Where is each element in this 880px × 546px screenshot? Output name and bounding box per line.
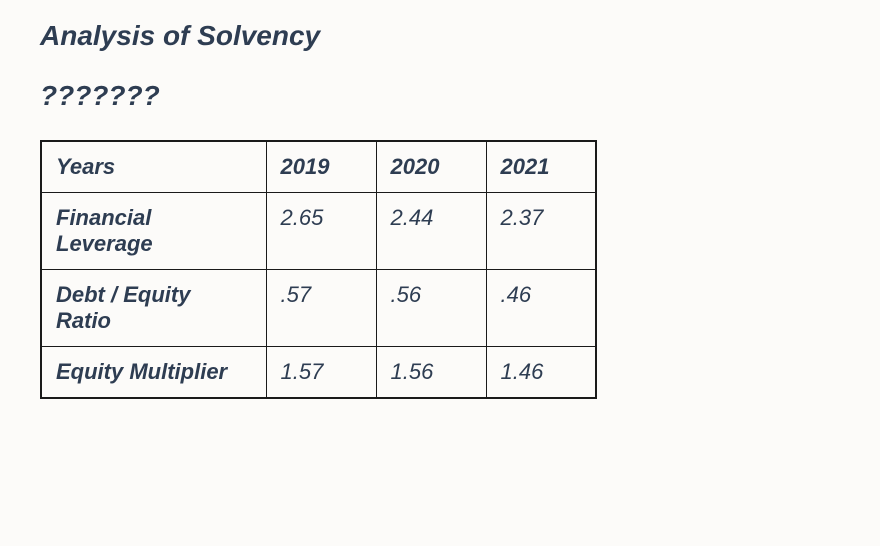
header-year: 2021	[486, 141, 596, 193]
row-label: Debt / Equity Ratio	[41, 270, 266, 347]
cell-value: .56	[376, 270, 486, 347]
row-label: Equity Multiplier	[41, 347, 266, 399]
header-year: 2020	[376, 141, 486, 193]
table-row: Equity Multiplier 1.57 1.56 1.46	[41, 347, 596, 399]
table-header-row: Years 2019 2020 2021	[41, 141, 596, 193]
cell-value: 2.65	[266, 193, 376, 270]
cell-value: 1.56	[376, 347, 486, 399]
table-row: Debt / Equity Ratio .57 .56 .46	[41, 270, 596, 347]
cell-value: .57	[266, 270, 376, 347]
cell-value: 2.37	[486, 193, 596, 270]
header-label: Years	[41, 141, 266, 193]
page-title: Analysis of Solvency	[40, 20, 840, 52]
cell-value: 2.44	[376, 193, 486, 270]
subtitle: ???????	[40, 80, 840, 112]
table-row: Financial Leverage 2.65 2.44 2.37	[41, 193, 596, 270]
solvency-table: Years 2019 2020 2021 Financial Leverage …	[40, 140, 597, 399]
row-label: Financial Leverage	[41, 193, 266, 270]
header-year: 2019	[266, 141, 376, 193]
cell-value: 1.57	[266, 347, 376, 399]
cell-value: .46	[486, 270, 596, 347]
cell-value: 1.46	[486, 347, 596, 399]
